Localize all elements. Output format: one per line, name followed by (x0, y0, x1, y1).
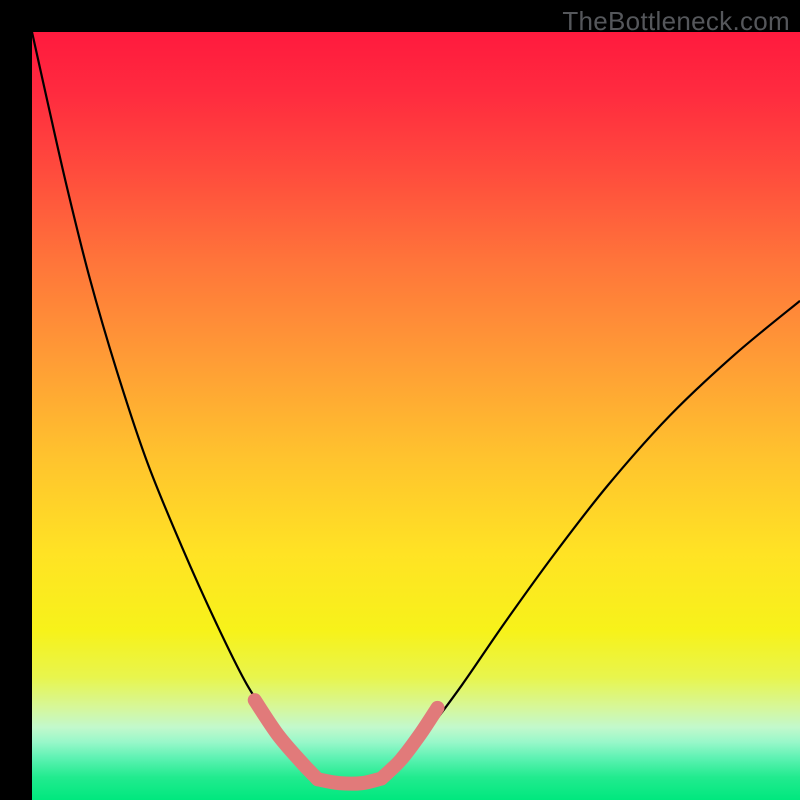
plot-svg (32, 32, 800, 800)
highlight-segment-1 (318, 778, 382, 783)
plot-area (32, 32, 800, 800)
gradient-background (32, 32, 800, 800)
watermark-text: TheBottleneck.com (562, 6, 790, 37)
chart-canvas: TheBottleneck.com (0, 0, 800, 800)
